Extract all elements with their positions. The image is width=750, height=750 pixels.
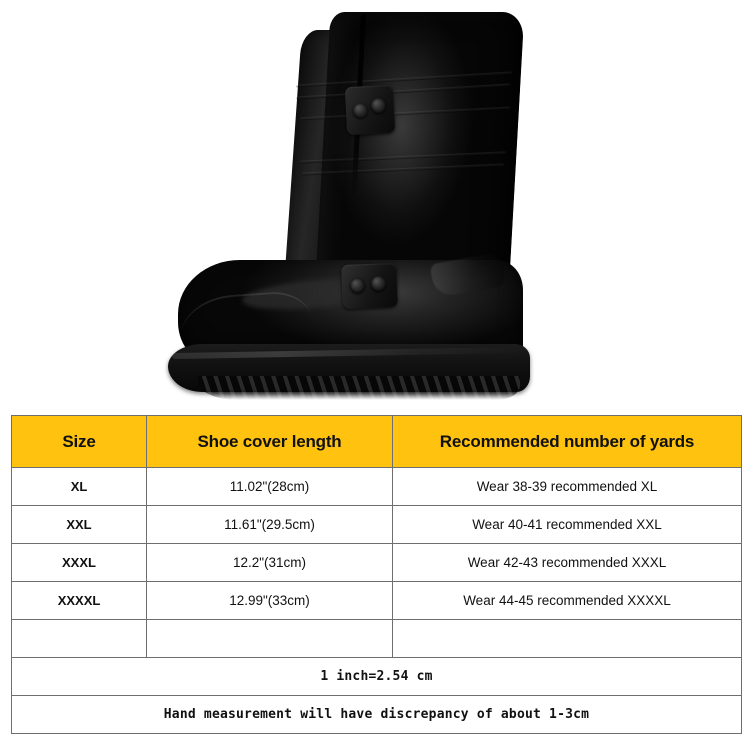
table-note-row: Hand measurement will have discrepancy o… — [11, 695, 742, 734]
table-row: XL 11.02"(28cm) Wear 38-39 recommended X… — [11, 467, 742, 506]
table-note-row: 1 inch=2.54 cm — [11, 657, 742, 696]
snap-button-icon — [350, 278, 365, 293]
cell-size: XXXL — [11, 543, 147, 582]
note-inch-conversion: 1 inch=2.54 cm — [11, 657, 742, 696]
cell-recommended: Wear 38-39 recommended XL — [392, 467, 742, 506]
table-row-empty — [11, 619, 742, 658]
snap-button-icon — [371, 98, 386, 113]
size-chart-table: Size Shoe cover length Recommended numbe… — [11, 415, 742, 734]
column-header-size: Size — [11, 415, 147, 468]
cell-size: XXL — [11, 505, 147, 544]
cell-length: 11.02"(28cm) — [146, 467, 393, 506]
table-row: XXL 11.61"(29.5cm) Wear 40-41 recommende… — [11, 505, 742, 544]
cell-size — [11, 619, 147, 658]
cell-recommended: Wear 40-41 recommended XXL — [392, 505, 742, 544]
column-header-recommended-yards: Recommended number of yards — [392, 415, 742, 468]
cell-size: XXXXL — [11, 581, 147, 620]
cell-recommended: Wear 42-43 recommended XXXL — [392, 543, 742, 582]
boot-illustration — [150, 8, 550, 400]
cell-recommended: Wear 44-45 recommended XXXXL — [392, 581, 742, 620]
table-row: XXXL 12.2"(31cm) Wear 42-43 recommended … — [11, 543, 742, 582]
product-photo — [150, 8, 550, 400]
table-header-row: Size Shoe cover length Recommended numbe… — [11, 415, 742, 468]
table-header: Size Shoe cover length Recommended numbe… — [11, 415, 742, 468]
tread-pattern — [198, 376, 520, 400]
snap-button-icon — [353, 103, 368, 118]
cell-recommended — [392, 619, 742, 658]
table-row: XXXXL 12.99"(33cm) Wear 44-45 recommende… — [11, 581, 742, 620]
cell-length — [146, 619, 393, 658]
note-measurement-discrepancy: Hand measurement will have discrepancy o… — [11, 695, 742, 734]
cell-length: 12.2"(31cm) — [146, 543, 393, 582]
cell-size: XL — [11, 467, 147, 506]
column-header-shoe-cover-length: Shoe cover length — [146, 415, 393, 468]
snap-button-icon — [371, 276, 386, 291]
cell-length: 12.99"(33cm) — [146, 581, 393, 620]
cell-length: 11.61"(29.5cm) — [146, 505, 393, 544]
table-body: XL 11.02"(28cm) Wear 38-39 recommended X… — [11, 467, 742, 734]
